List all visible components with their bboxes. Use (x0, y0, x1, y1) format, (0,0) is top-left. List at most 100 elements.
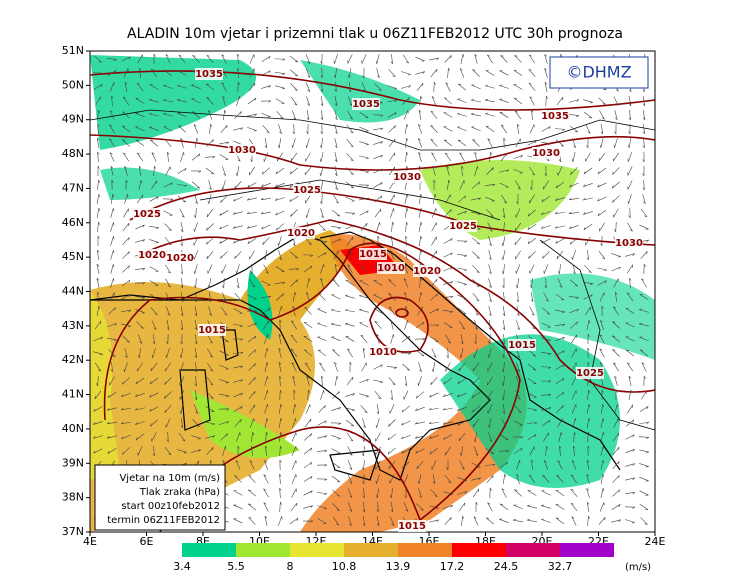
wind-arrow (93, 84, 103, 90)
wind-arrow (262, 237, 270, 245)
wind-arrow (278, 333, 282, 344)
wind-arrow (555, 309, 566, 314)
wind-arrow (163, 112, 173, 117)
wind-arrow (502, 291, 505, 303)
wind-arrow (109, 292, 115, 302)
wind-arrow (558, 432, 563, 442)
wind-arrow (303, 321, 313, 328)
wind-arrow (472, 292, 480, 302)
wind-arrow (458, 320, 466, 330)
wind-arrow (180, 235, 183, 247)
wind-arrow (388, 419, 396, 427)
wind-arrow (359, 280, 369, 286)
colorbar-swatch (560, 543, 614, 557)
wind-arrow (404, 320, 409, 330)
wind-arrow (376, 222, 381, 232)
wind-arrow (222, 95, 226, 106)
wind-arrow (178, 54, 186, 64)
wind-arrow (124, 81, 128, 92)
wind-arrow (639, 224, 649, 230)
wind-arrow (513, 97, 523, 105)
wind-arrow (625, 477, 636, 481)
wind-arrow (597, 209, 607, 217)
wind-arrow (138, 67, 142, 78)
wind-arrow (247, 489, 257, 497)
wind-arrow (628, 110, 631, 121)
wind-arrow (597, 196, 607, 202)
wind-arrow (600, 432, 605, 442)
wind-arrow (375, 446, 381, 456)
wind-arrow (316, 464, 328, 467)
wind-arrow (111, 95, 114, 107)
wind-arrow (246, 197, 257, 201)
wind-arrow (303, 336, 313, 342)
wind-arrow (598, 97, 606, 105)
wind-arrow (263, 474, 269, 484)
wind-arrow (219, 420, 229, 426)
wind-arrow (416, 82, 424, 92)
wind-arrow (96, 207, 101, 218)
wind-arrow (499, 112, 509, 118)
wind-arrow (305, 404, 311, 414)
wind-arrow (488, 306, 492, 317)
wind-arrow (221, 180, 226, 190)
wind-arrow (456, 240, 468, 243)
wind-arrow (290, 209, 298, 217)
wind-arrow (515, 278, 520, 289)
wind-arrow (612, 460, 620, 470)
wind-arrow (417, 376, 422, 386)
wind-arrow (587, 333, 590, 345)
wind-arrow (334, 180, 338, 190)
wind-arrow (390, 235, 394, 246)
wind-arrow (164, 404, 172, 414)
colorbar-swatch (290, 543, 344, 557)
wind-arrow (150, 68, 158, 78)
isobar-label: 1035 (195, 69, 223, 80)
wind-arrow (347, 110, 353, 120)
wind-arrow (403, 278, 409, 288)
wind-arrow (586, 501, 590, 512)
wind-arrow (472, 265, 480, 273)
wind-arrow (137, 54, 143, 64)
wind-arrow (472, 69, 480, 77)
isobar-label-bg (377, 262, 405, 274)
wind-arrow (487, 362, 493, 372)
wind-arrow (220, 124, 228, 134)
wind-arrow (513, 154, 523, 160)
wind-arrow (472, 418, 480, 428)
wind-arrow (457, 139, 467, 147)
wind-arrow (513, 447, 523, 455)
wind-arrow (418, 208, 423, 218)
wind-arrow (600, 403, 605, 414)
wind-arrow (417, 474, 422, 485)
wind-arrow (222, 277, 225, 289)
wind-arrow (249, 418, 255, 428)
wind-arrow (404, 292, 408, 302)
wind-arrow (556, 405, 564, 413)
wind-arrow (306, 96, 310, 106)
wind-arrow (206, 362, 214, 372)
wind-arrow (260, 100, 272, 103)
wind-arrow (107, 337, 117, 342)
wind-arrow (418, 235, 423, 246)
wind-arrow (318, 293, 326, 301)
wind-arrow (474, 166, 479, 176)
wind-arrow (627, 180, 633, 190)
wind-arrow (488, 264, 492, 275)
wind-arrow (597, 280, 607, 286)
wind-arrow (587, 431, 590, 443)
wind-arrow (526, 518, 537, 523)
wind-arrow (431, 460, 437, 470)
wind-arrow (514, 110, 522, 120)
isobar-label-bg (393, 171, 421, 183)
wind-arrow (459, 348, 464, 358)
wind-arrow (639, 476, 649, 482)
wind-arrow (163, 69, 173, 77)
wind-arrow (613, 208, 619, 218)
wind-arrow (194, 390, 198, 401)
wind-arrow (249, 404, 255, 414)
wind-arrow (97, 291, 100, 303)
wind-arrow (180, 306, 184, 317)
wind-arrow (472, 251, 480, 259)
